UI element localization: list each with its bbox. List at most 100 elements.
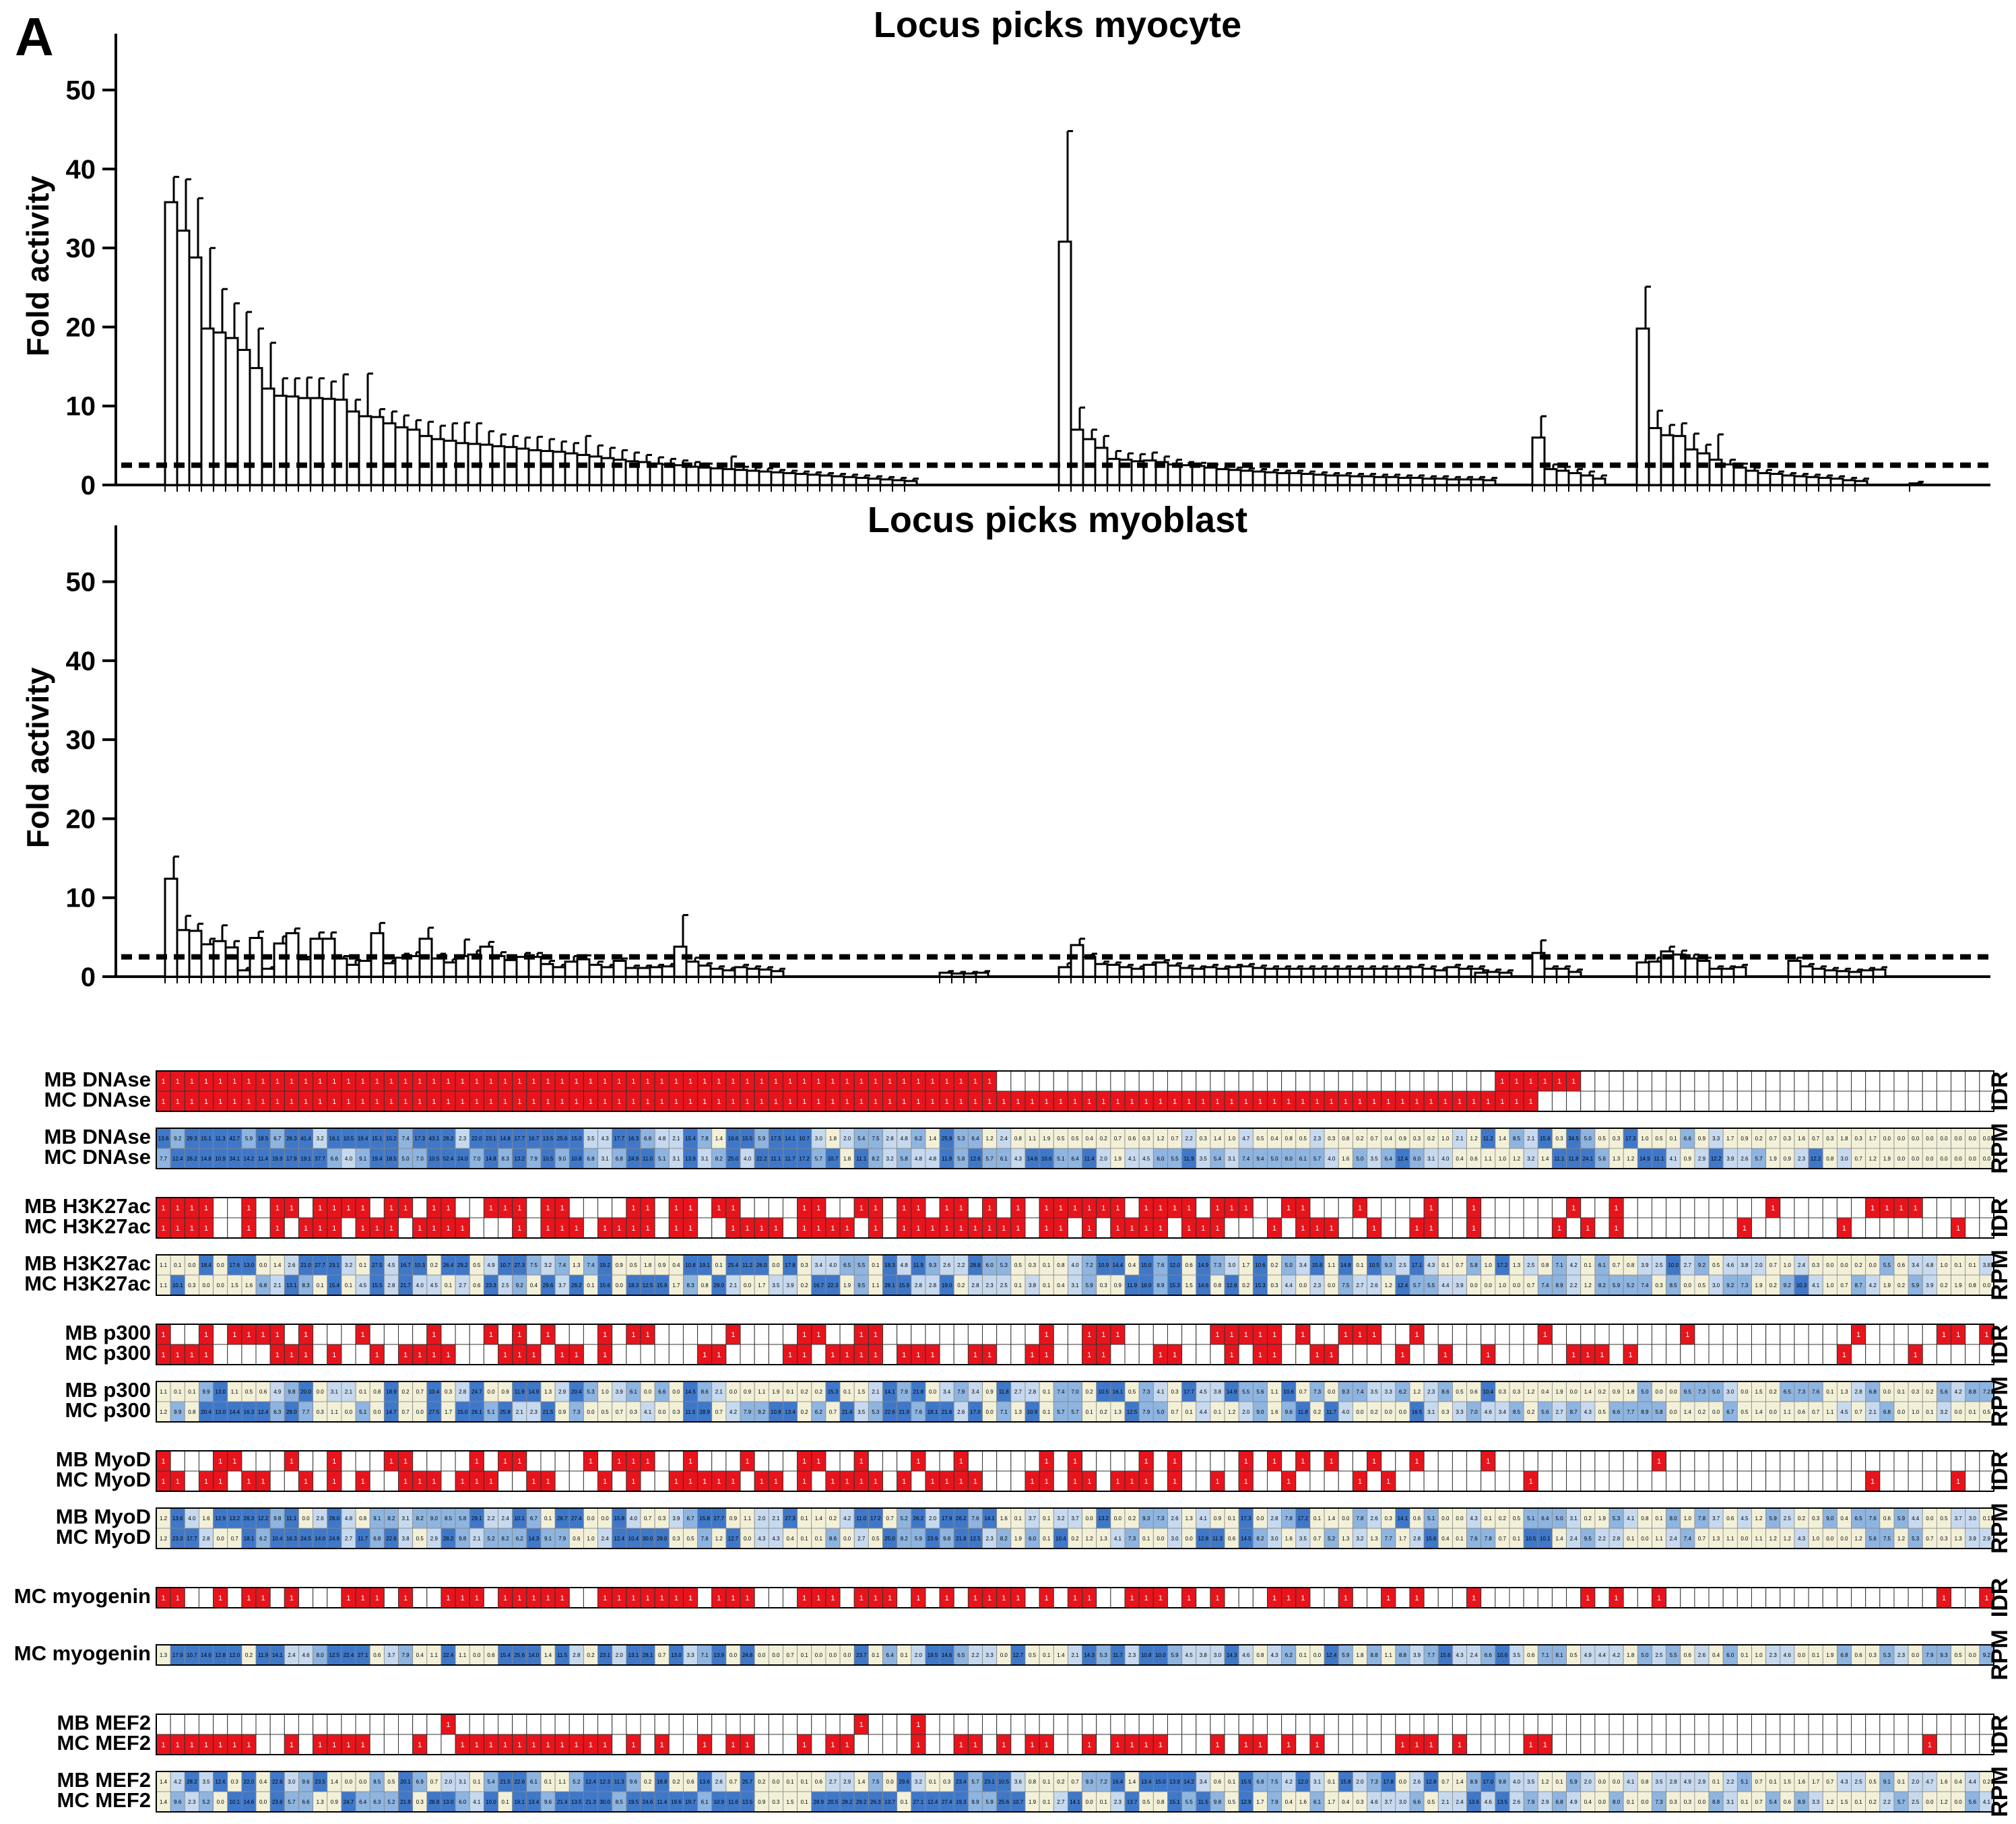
rpm-cell-value: 9.6 [1285, 1409, 1293, 1415]
rpm-cell-value: 37.7 [315, 1156, 325, 1162]
idr-cell [711, 1450, 727, 1472]
rpm-cell-value: 10.0 [1668, 1262, 1679, 1268]
rpm-cell-value: 3.0 [1726, 1389, 1734, 1395]
rpm-cell-value: 2.6 [1371, 1516, 1379, 1522]
rpm-cell-value: 0.3 [1826, 1136, 1834, 1142]
rpm-cell-value: 0.3 [317, 1409, 325, 1415]
rpm-cell-value: 9.4 [1256, 1156, 1264, 1162]
idr-cell [1481, 1070, 1496, 1092]
bar [1458, 478, 1472, 486]
rpm-cell-value: 7.3 [1313, 1389, 1322, 1395]
rpm-cell-value: 14.5 [1241, 1536, 1251, 1542]
rpm-cell-value: 27.7 [315, 1262, 325, 1268]
rpm-cell-value: 0.0 [843, 1652, 851, 1658]
idr-cell [697, 1450, 713, 1472]
rpm-cell-value: 0.4 [1128, 1262, 1136, 1268]
idr-cell-value: 1 [489, 1078, 493, 1086]
rpm-cell-value: 7.7 [302, 1409, 310, 1415]
rpm-cell-value: 0.0 [744, 1282, 752, 1289]
bar [1264, 967, 1278, 978]
rpm-cell-value: 0.9 [502, 1389, 510, 1395]
idr-cell [1495, 1470, 1510, 1492]
rpm-cell-value: 16.6 [728, 1136, 739, 1142]
rpm-cell-value: 15.8 [699, 1516, 710, 1522]
idr-cell-value: 1 [332, 1098, 336, 1106]
rpm-cell-value: 0.0 [1912, 1156, 1920, 1162]
rpm-cell-value: 5.3 [587, 1389, 595, 1395]
rpm-cell-value: 0.9 [1214, 1516, 1222, 1522]
idr-cell-value: 1 [503, 1351, 507, 1359]
rpm-cell-value: 3.8 [1741, 1262, 1749, 1268]
idr-cell-value: 1 [1087, 1225, 1091, 1233]
rpm-cell-value: 8.8 [1399, 1652, 1407, 1658]
rpm-cell-value: 7.9 [1142, 1409, 1150, 1415]
bar [394, 956, 409, 978]
idr-cell [1936, 1090, 1952, 1112]
rpm-cell-value: 0.0 [587, 1516, 595, 1522]
idr-cell [1224, 1470, 1239, 1492]
idr-cell [612, 1344, 627, 1365]
rpm-cell-value: 0.1 [1214, 1409, 1222, 1415]
rpm-cell-value: 1.0 [1441, 1136, 1450, 1142]
idr-cell-value: 1 [731, 1078, 735, 1086]
rpm-cell-value: 0.0 [829, 1652, 837, 1658]
rpm-cell-value: 3.1 [601, 1156, 610, 1162]
rpm-cell-value: 1.0 [1912, 1409, 1920, 1415]
idr-cell [1722, 1070, 1738, 1092]
idr-cell [1110, 1344, 1126, 1365]
idr-cell-value: 1 [247, 1225, 251, 1233]
track-type-label: IDR [1987, 1578, 2013, 1618]
idr-cell [1922, 1070, 1937, 1092]
idr-cell-value: 1 [1187, 1594, 1191, 1602]
idr-cell [1395, 1470, 1410, 1492]
heatmap-row-label: MC myogenin [14, 1641, 151, 1665]
bar [503, 958, 518, 978]
idr-cell [1608, 1324, 1624, 1345]
bar [1445, 478, 1460, 486]
rpm-cell-value: 14.9 [1639, 1156, 1650, 1162]
bar [1811, 967, 1826, 978]
idr-cell-value: 1 [802, 1331, 806, 1339]
rpm-cell-value: 1.0 [587, 1536, 595, 1542]
rpm-cell-value: 0.7 [416, 1389, 424, 1395]
idr-cell-value: 1 [717, 1478, 721, 1486]
rpm-cell-value: 1.6 [1285, 1536, 1293, 1542]
rpm-cell-value: 2.1 [1527, 1136, 1535, 1142]
idr-cell [1922, 1344, 1937, 1365]
idr-cell-value: 1 [1615, 1225, 1619, 1233]
rpm-cell-value: 4.1 [1200, 1516, 1208, 1522]
idr-cell-value: 1 [816, 1204, 820, 1212]
idr-cell [839, 1450, 855, 1472]
idr-cell [1822, 1090, 1838, 1112]
idr-cell [1637, 1197, 1652, 1218]
rpm-cell-value: 5.0 [1285, 1262, 1293, 1268]
idr-cell [298, 1587, 314, 1608]
rpm-cell-value: 3.9 [786, 1282, 794, 1289]
rpm-cell-value: 0.5 [1570, 1652, 1578, 1658]
idr-cell-value: 1 [902, 1478, 906, 1486]
rpm-cell-value: 26.4 [443, 1262, 454, 1268]
idr-cell [1452, 1587, 1468, 1608]
rpm-cell-value: 5.7 [1071, 1409, 1079, 1415]
bar [564, 452, 579, 486]
idr-cell-value: 1 [1956, 1225, 1960, 1233]
idr-cell [1338, 1217, 1353, 1239]
idr-cell-value: 1 [617, 1594, 621, 1602]
idr-cell [1082, 1070, 1097, 1092]
idr-cell-value: 1 [531, 1351, 535, 1359]
idr-cell-value: 1 [816, 1331, 820, 1339]
bar [1829, 478, 1844, 486]
idr-cell-value: 1 [874, 1204, 878, 1212]
idr-cell-value: 1 [902, 1098, 906, 1106]
idr-cell [1822, 1197, 1838, 1218]
idr-cell-value: 1 [959, 1204, 963, 1212]
idr-cell [1238, 1070, 1254, 1092]
rpm-cell-value: 1.9 [1883, 1282, 1891, 1289]
idr-cell-value: 1 [1472, 1594, 1476, 1602]
idr-cell-value: 1 [275, 1204, 280, 1212]
idr-cell-value: 1 [375, 1078, 379, 1086]
heatmap-block-rpm: MC myogenin 1.3 17.9 10.7 14.6 12.8 12.0 0.2 11.… [14, 1629, 2013, 1681]
rpm-cell-value: 4.8 [915, 1156, 923, 1162]
rpm-cell-value: 0.0 [843, 1536, 851, 1542]
rpm-cell-value: 1.7 [1242, 1262, 1250, 1268]
